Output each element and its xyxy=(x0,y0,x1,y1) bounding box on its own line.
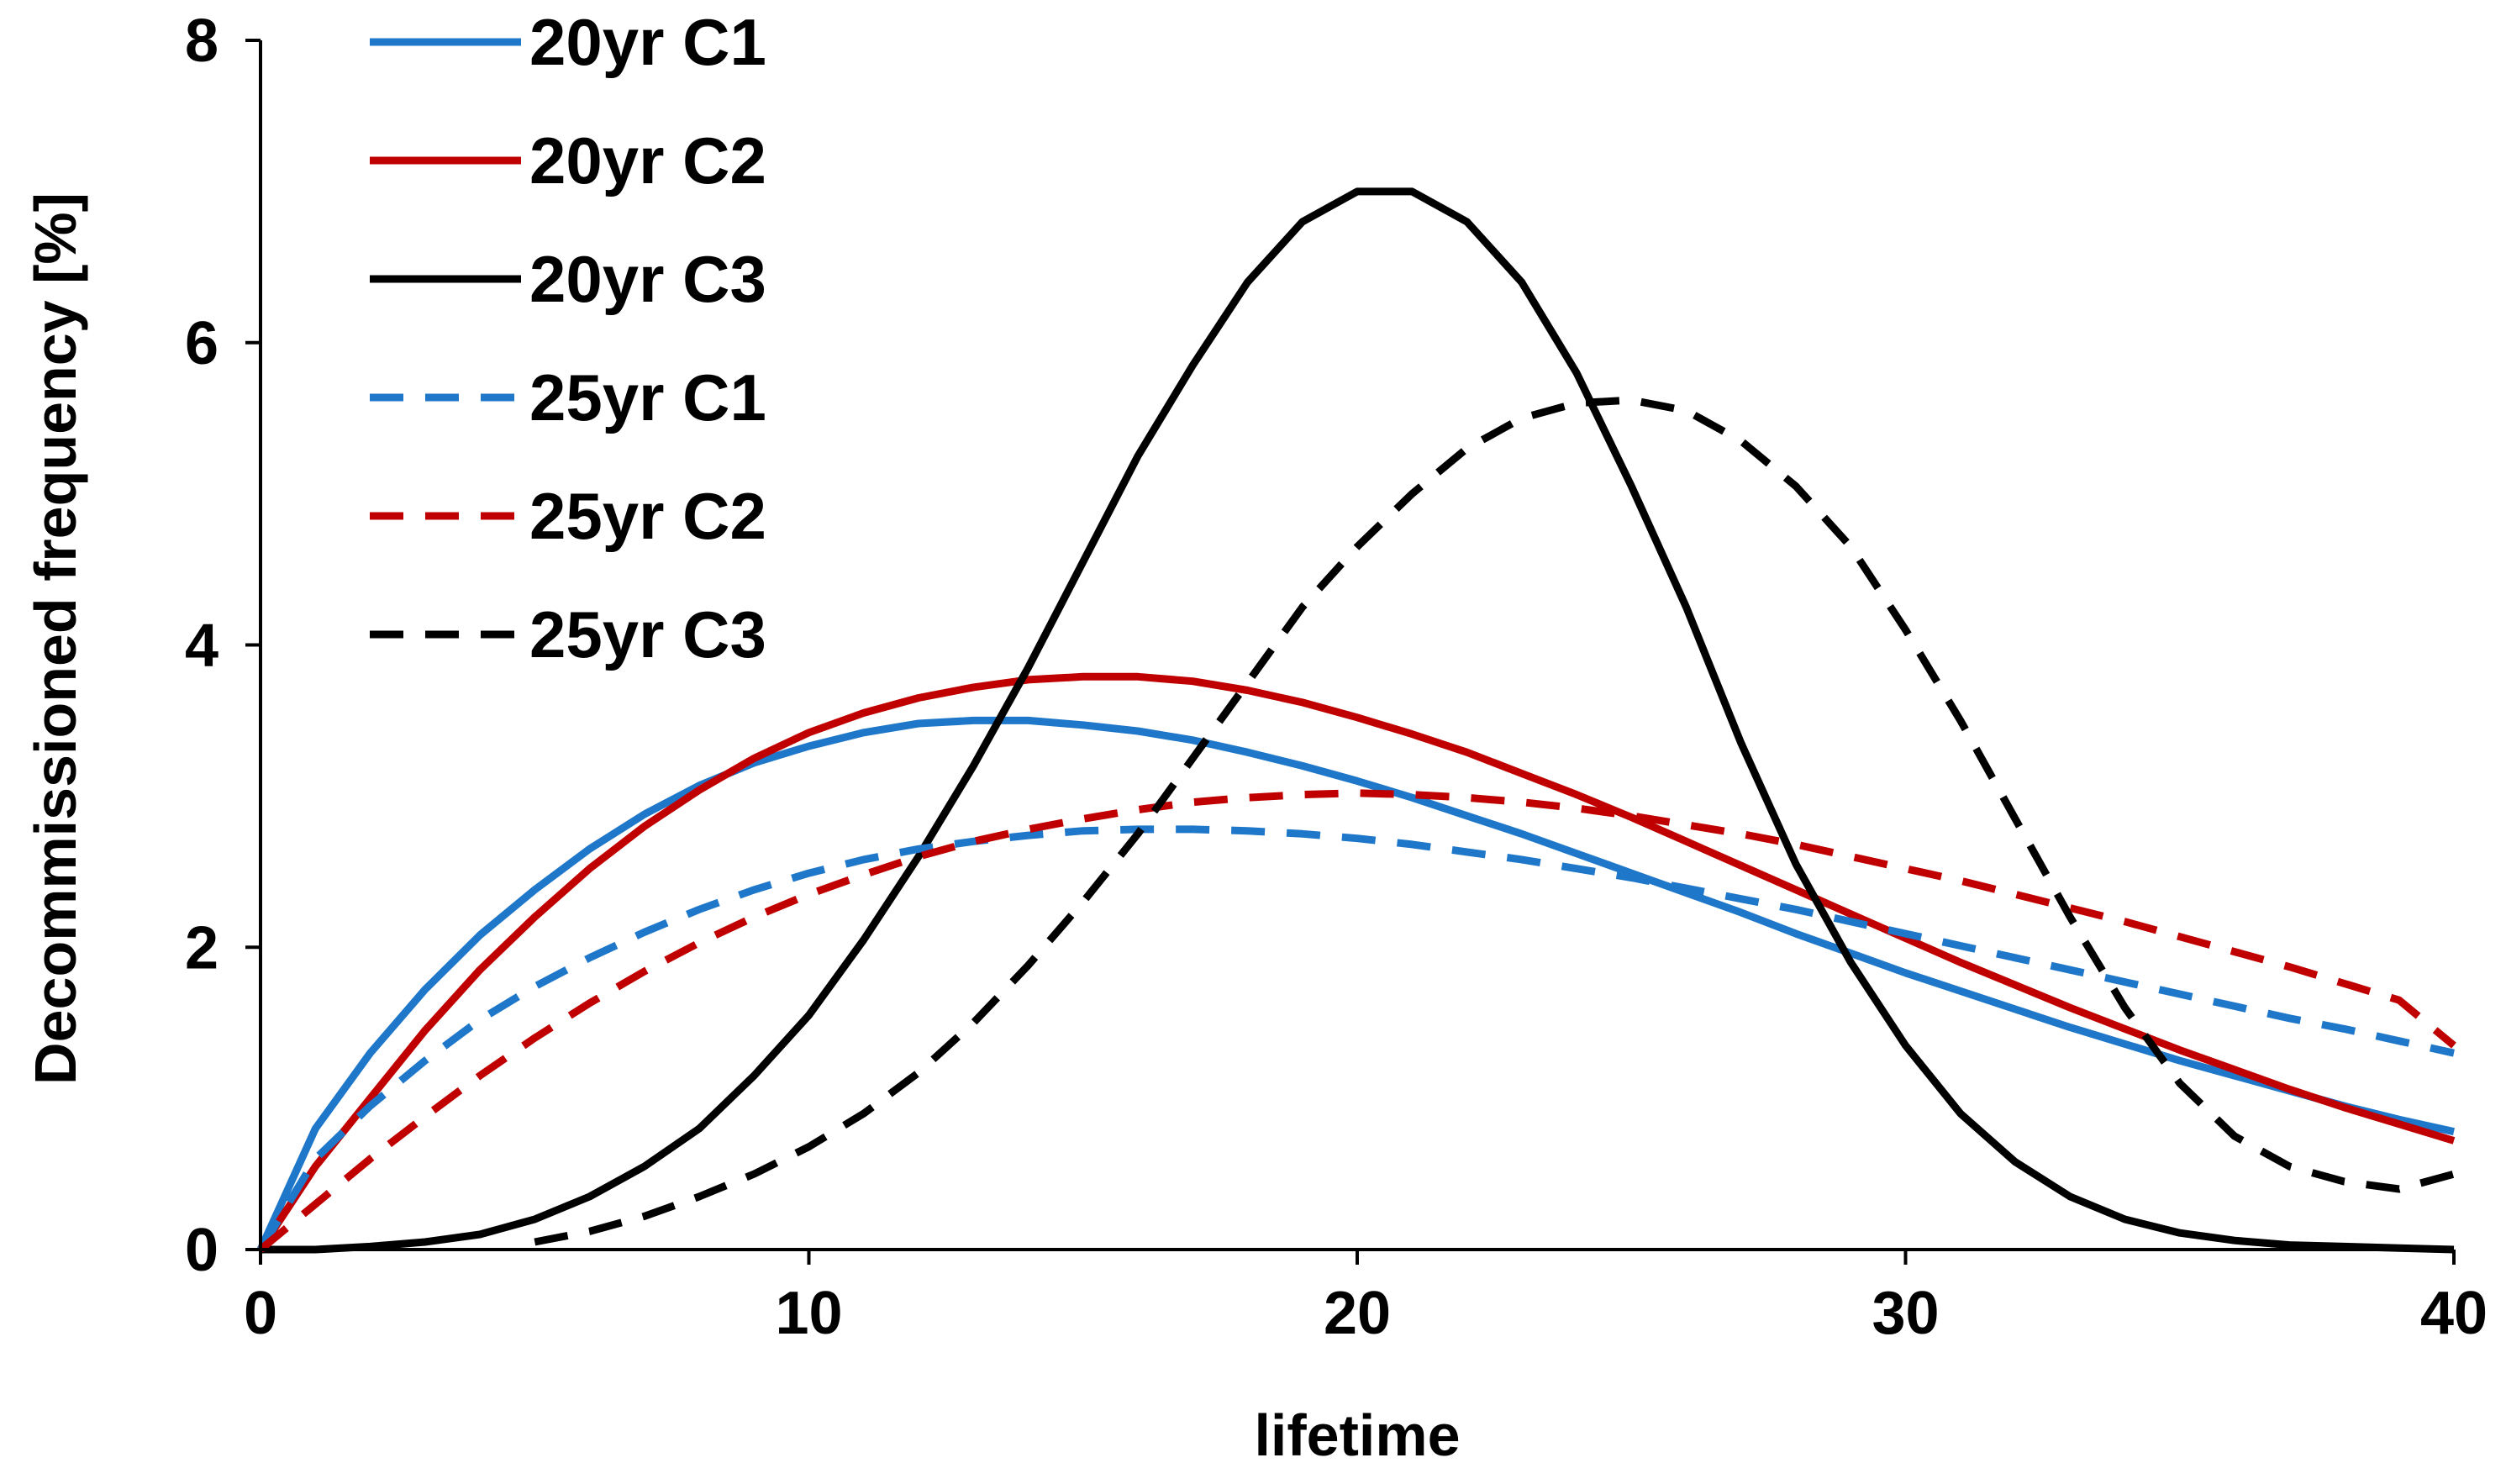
series-layer xyxy=(256,187,2456,1254)
x-tick-label: 0 xyxy=(244,1280,277,1347)
y-tick-label: 0 xyxy=(185,1217,218,1284)
legend-label: 20yr C2 xyxy=(529,124,766,197)
x-tick-label: 10 xyxy=(775,1280,842,1347)
x-tick-label: 40 xyxy=(2420,1280,2488,1347)
legend-label: 20yr C3 xyxy=(529,242,766,316)
series-line-25yr-c2 xyxy=(258,789,2456,1253)
legend-item-20yr-c1: 20yr C1 xyxy=(370,5,766,79)
ticks-layer: 0 10 20 30 40 0 2 4 6 8 xyxy=(185,8,2488,1347)
series-line-20yr-c1 xyxy=(256,716,2455,1251)
y-tick-label: 2 xyxy=(185,914,218,981)
legend-label: 25yr C2 xyxy=(529,479,766,553)
legend-label: 25yr C3 xyxy=(529,597,766,671)
plot-area: 0 10 20 30 40 0 2 4 6 8 xyxy=(185,8,2488,1347)
legend-label: 25yr C1 xyxy=(529,360,766,434)
x-tick-label: 30 xyxy=(1872,1280,1939,1347)
legend-item-20yr-c2: 20yr C2 xyxy=(370,124,766,197)
y-tick-label: 8 xyxy=(185,8,218,75)
legend: 20yr C1 20yr C2 20yr C3 25yr C1 25yr C2 25yr … xyxy=(370,5,766,671)
legend-item-25yr-c2: 25yr C2 xyxy=(370,479,766,553)
series-line-20yr-c2 xyxy=(257,672,2456,1252)
series-line-25yr-c3 xyxy=(534,396,2456,1246)
y-axis-label: Decommissioned frequency [%] xyxy=(23,192,88,1085)
y-tick-label: 4 xyxy=(185,613,218,680)
legend-item-20yr-c3: 20yr C3 xyxy=(370,242,766,316)
legend-label: 20yr C1 xyxy=(529,5,766,79)
y-tick-label: 6 xyxy=(185,310,218,377)
series-line-20yr-c3 xyxy=(261,187,2455,1254)
x-tick-label: 20 xyxy=(1324,1280,1391,1347)
legend-item-25yr-c3: 25yr C3 xyxy=(370,597,766,671)
series-line-25yr-c1 xyxy=(257,825,2455,1252)
legend-item-25yr-c1: 25yr C1 xyxy=(370,360,766,434)
x-axis-label: lifetime xyxy=(1254,1402,1460,1468)
